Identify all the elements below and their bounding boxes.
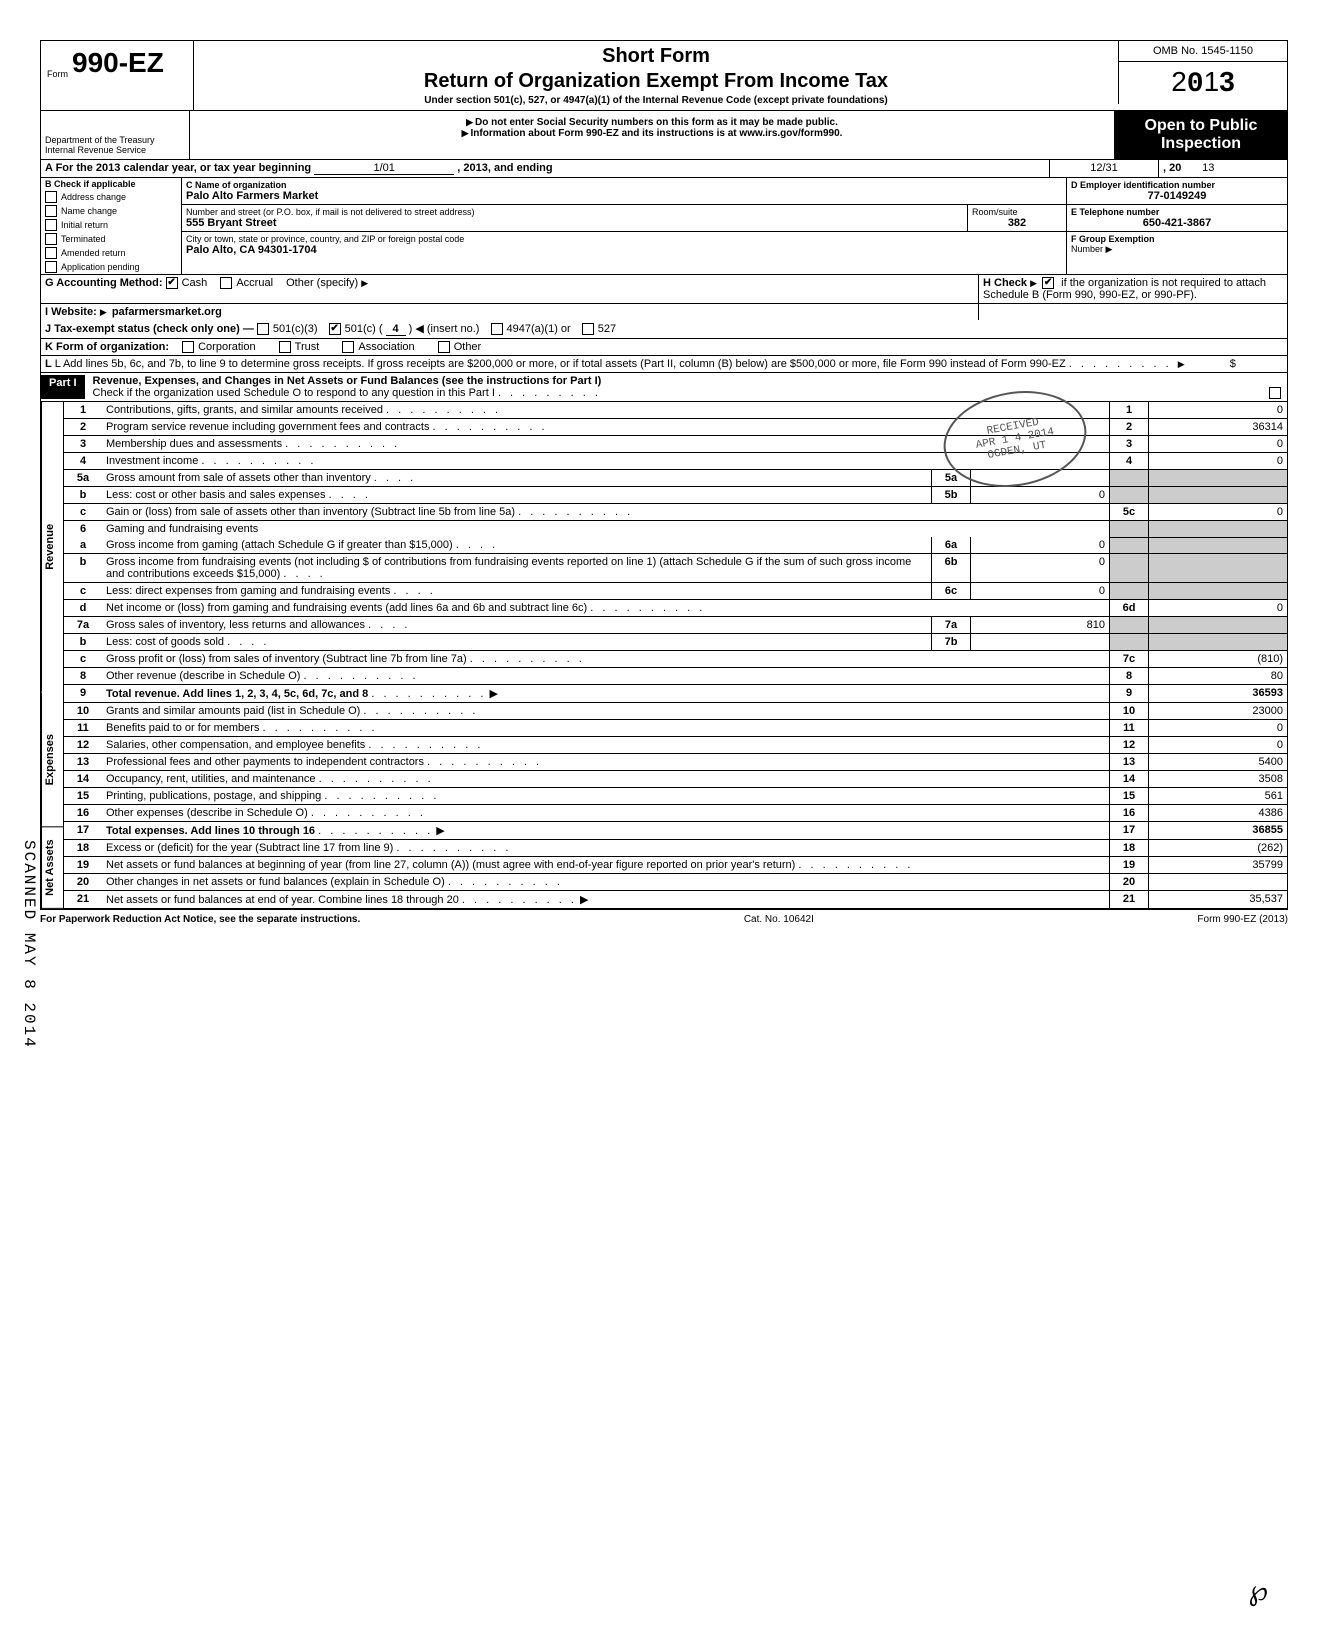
line-row: 11Benefits paid to or for members . . . … bbox=[64, 720, 1287, 737]
part1-header: Part I Revenue, Expenses, and Changes in… bbox=[41, 373, 1287, 402]
checkbox-association[interactable] bbox=[342, 341, 354, 353]
checkbox-cash[interactable] bbox=[166, 277, 178, 289]
checkbox-4947[interactable] bbox=[491, 323, 503, 335]
form-number: 990-EZ bbox=[72, 47, 164, 79]
dept-cell: Department of the Treasury Internal Reve… bbox=[41, 111, 190, 159]
title-cell: Short Form Return of Organization Exempt… bbox=[194, 41, 1118, 110]
year-cell: 2013 bbox=[1118, 62, 1287, 104]
line-row: 7aGross sales of inventory, less returns… bbox=[64, 617, 1287, 634]
subtitle: Under section 501(c), 527, or 4947(a)(1)… bbox=[200, 95, 1112, 106]
sections-d-e-f: D Employer identification number 77-0149… bbox=[1066, 178, 1287, 274]
section-k: K Form of organization: Corporation Trus… bbox=[41, 339, 1287, 356]
checkbox-501c[interactable] bbox=[329, 323, 341, 335]
footer: For Paperwork Reduction Act Notice, see … bbox=[40, 910, 1288, 929]
line-row: 13Professional fees and other payments t… bbox=[64, 754, 1287, 771]
line-row: 3Membership dues and assessments . . . .… bbox=[64, 436, 1287, 453]
line-row: bLess: cost of goods sold . . . .7b bbox=[64, 634, 1287, 651]
line-row: 12Salaries, other compensation, and empl… bbox=[64, 737, 1287, 754]
checkbox-527[interactable] bbox=[582, 323, 594, 335]
line-row: 17Total expenses. Add lines 10 through 1… bbox=[64, 822, 1287, 840]
line-row: 21Net assets or fund balances at end of … bbox=[64, 891, 1287, 909]
form-prefix: Form bbox=[47, 69, 68, 79]
checkbox-schedule-b[interactable] bbox=[1042, 277, 1054, 289]
line-row: 8Other revenue (describe in Schedule O) … bbox=[64, 668, 1287, 685]
revenue-label: Revenue bbox=[41, 402, 63, 692]
line-row: 15Printing, publications, postage, and s… bbox=[64, 788, 1287, 805]
line-row: cGain or (loss) from sale of assets othe… bbox=[64, 504, 1287, 521]
line-row: 4Investment income . . . . . . . . . .40 bbox=[64, 453, 1287, 470]
scanned-stamp: SCANNED MAY 8 2014 bbox=[20, 840, 38, 1049]
section-l: L L Add lines 5b, 6c, and 7b, to line 9 … bbox=[41, 356, 1287, 373]
header-row-1: Form 990-EZ Short Form Return of Organiz… bbox=[41, 41, 1287, 111]
checkbox-corporation[interactable] bbox=[182, 341, 194, 353]
line-row: 19Net assets or fund balances at beginni… bbox=[64, 857, 1287, 874]
expenses-label: Expenses bbox=[41, 692, 63, 827]
netassets-label: Net Assets bbox=[41, 827, 63, 909]
line-row: bGross income from fundraising events (n… bbox=[64, 554, 1287, 583]
checkbox-schedule-o[interactable] bbox=[1269, 387, 1281, 399]
short-form-label: Short Form bbox=[200, 45, 1112, 68]
line-row: 2Program service revenue including gover… bbox=[64, 419, 1287, 436]
open-to-public: Open to Public Inspection bbox=[1114, 111, 1287, 159]
section-j: J Tax-exempt status (check only one) — 5… bbox=[41, 320, 1287, 339]
checkbox-501c3[interactable] bbox=[257, 323, 269, 335]
checkbox-terminated[interactable] bbox=[45, 233, 57, 245]
line-row: 14Occupancy, rent, utilities, and mainte… bbox=[64, 771, 1287, 788]
line-row: bLess: cost or other basis and sales exp… bbox=[64, 487, 1287, 504]
line-row: aGross income from gaming (attach Schedu… bbox=[64, 537, 1287, 554]
checkbox-pending[interactable] bbox=[45, 261, 57, 273]
line-row: 5aGross amount from sale of assets other… bbox=[64, 470, 1287, 487]
lines-table: 1Contributions, gifts, grants, and simil… bbox=[64, 402, 1287, 909]
line-row: 6Gaming and fundraising events bbox=[64, 521, 1287, 538]
checkbox-amended[interactable] bbox=[45, 247, 57, 259]
section-g-h: G Accounting Method: Cash Accrual Other … bbox=[41, 275, 1287, 304]
line-row: cGross profit or (loss) from sales of in… bbox=[64, 651, 1287, 668]
section-a: A For the 2013 calendar year, or tax yea… bbox=[41, 160, 1287, 178]
form-990ez: Form 990-EZ Short Form Return of Organiz… bbox=[40, 40, 1288, 910]
checkbox-address-change[interactable] bbox=[45, 191, 57, 203]
initial-mark: ℘ bbox=[1248, 1574, 1268, 1608]
checkbox-name-change[interactable] bbox=[45, 205, 57, 217]
section-b: B Check if applicable Address change Nam… bbox=[41, 178, 182, 274]
line-row: 10Grants and similar amounts paid (list … bbox=[64, 703, 1287, 720]
line-row: 1Contributions, gifts, grants, and simil… bbox=[64, 402, 1287, 419]
line-row: 9Total revenue. Add lines 1, 2, 3, 4, 5c… bbox=[64, 685, 1287, 703]
line-row: cLess: direct expenses from gaming and f… bbox=[64, 583, 1287, 600]
omb-number: OMB No. 1545-1150 bbox=[1118, 41, 1287, 62]
section-c: C Name of organization Palo Alto Farmers… bbox=[182, 178, 1066, 274]
line-row: dNet income or (loss) from gaming and fu… bbox=[64, 600, 1287, 617]
line-row: 20Other changes in net assets or fund ba… bbox=[64, 874, 1287, 891]
line-row: 16Other expenses (describe in Schedule O… bbox=[64, 805, 1287, 822]
sections-b-through-f: B Check if applicable Address change Nam… bbox=[41, 178, 1287, 275]
main-title: Return of Organization Exempt From Incom… bbox=[200, 70, 1112, 93]
info-cell: Do not enter Social Security numbers on … bbox=[190, 111, 1114, 159]
checkbox-other-org[interactable] bbox=[438, 341, 450, 353]
checkbox-initial-return[interactable] bbox=[45, 219, 57, 231]
header-row-2: Department of the Treasury Internal Reve… bbox=[41, 111, 1287, 160]
form-number-cell: Form 990-EZ bbox=[41, 41, 194, 110]
section-i: I Website: pafarmersmarket.org bbox=[41, 304, 1287, 320]
checkbox-accrual[interactable] bbox=[220, 277, 232, 289]
checkbox-trust[interactable] bbox=[279, 341, 291, 353]
line-row: 18Excess or (deficit) for the year (Subt… bbox=[64, 840, 1287, 857]
